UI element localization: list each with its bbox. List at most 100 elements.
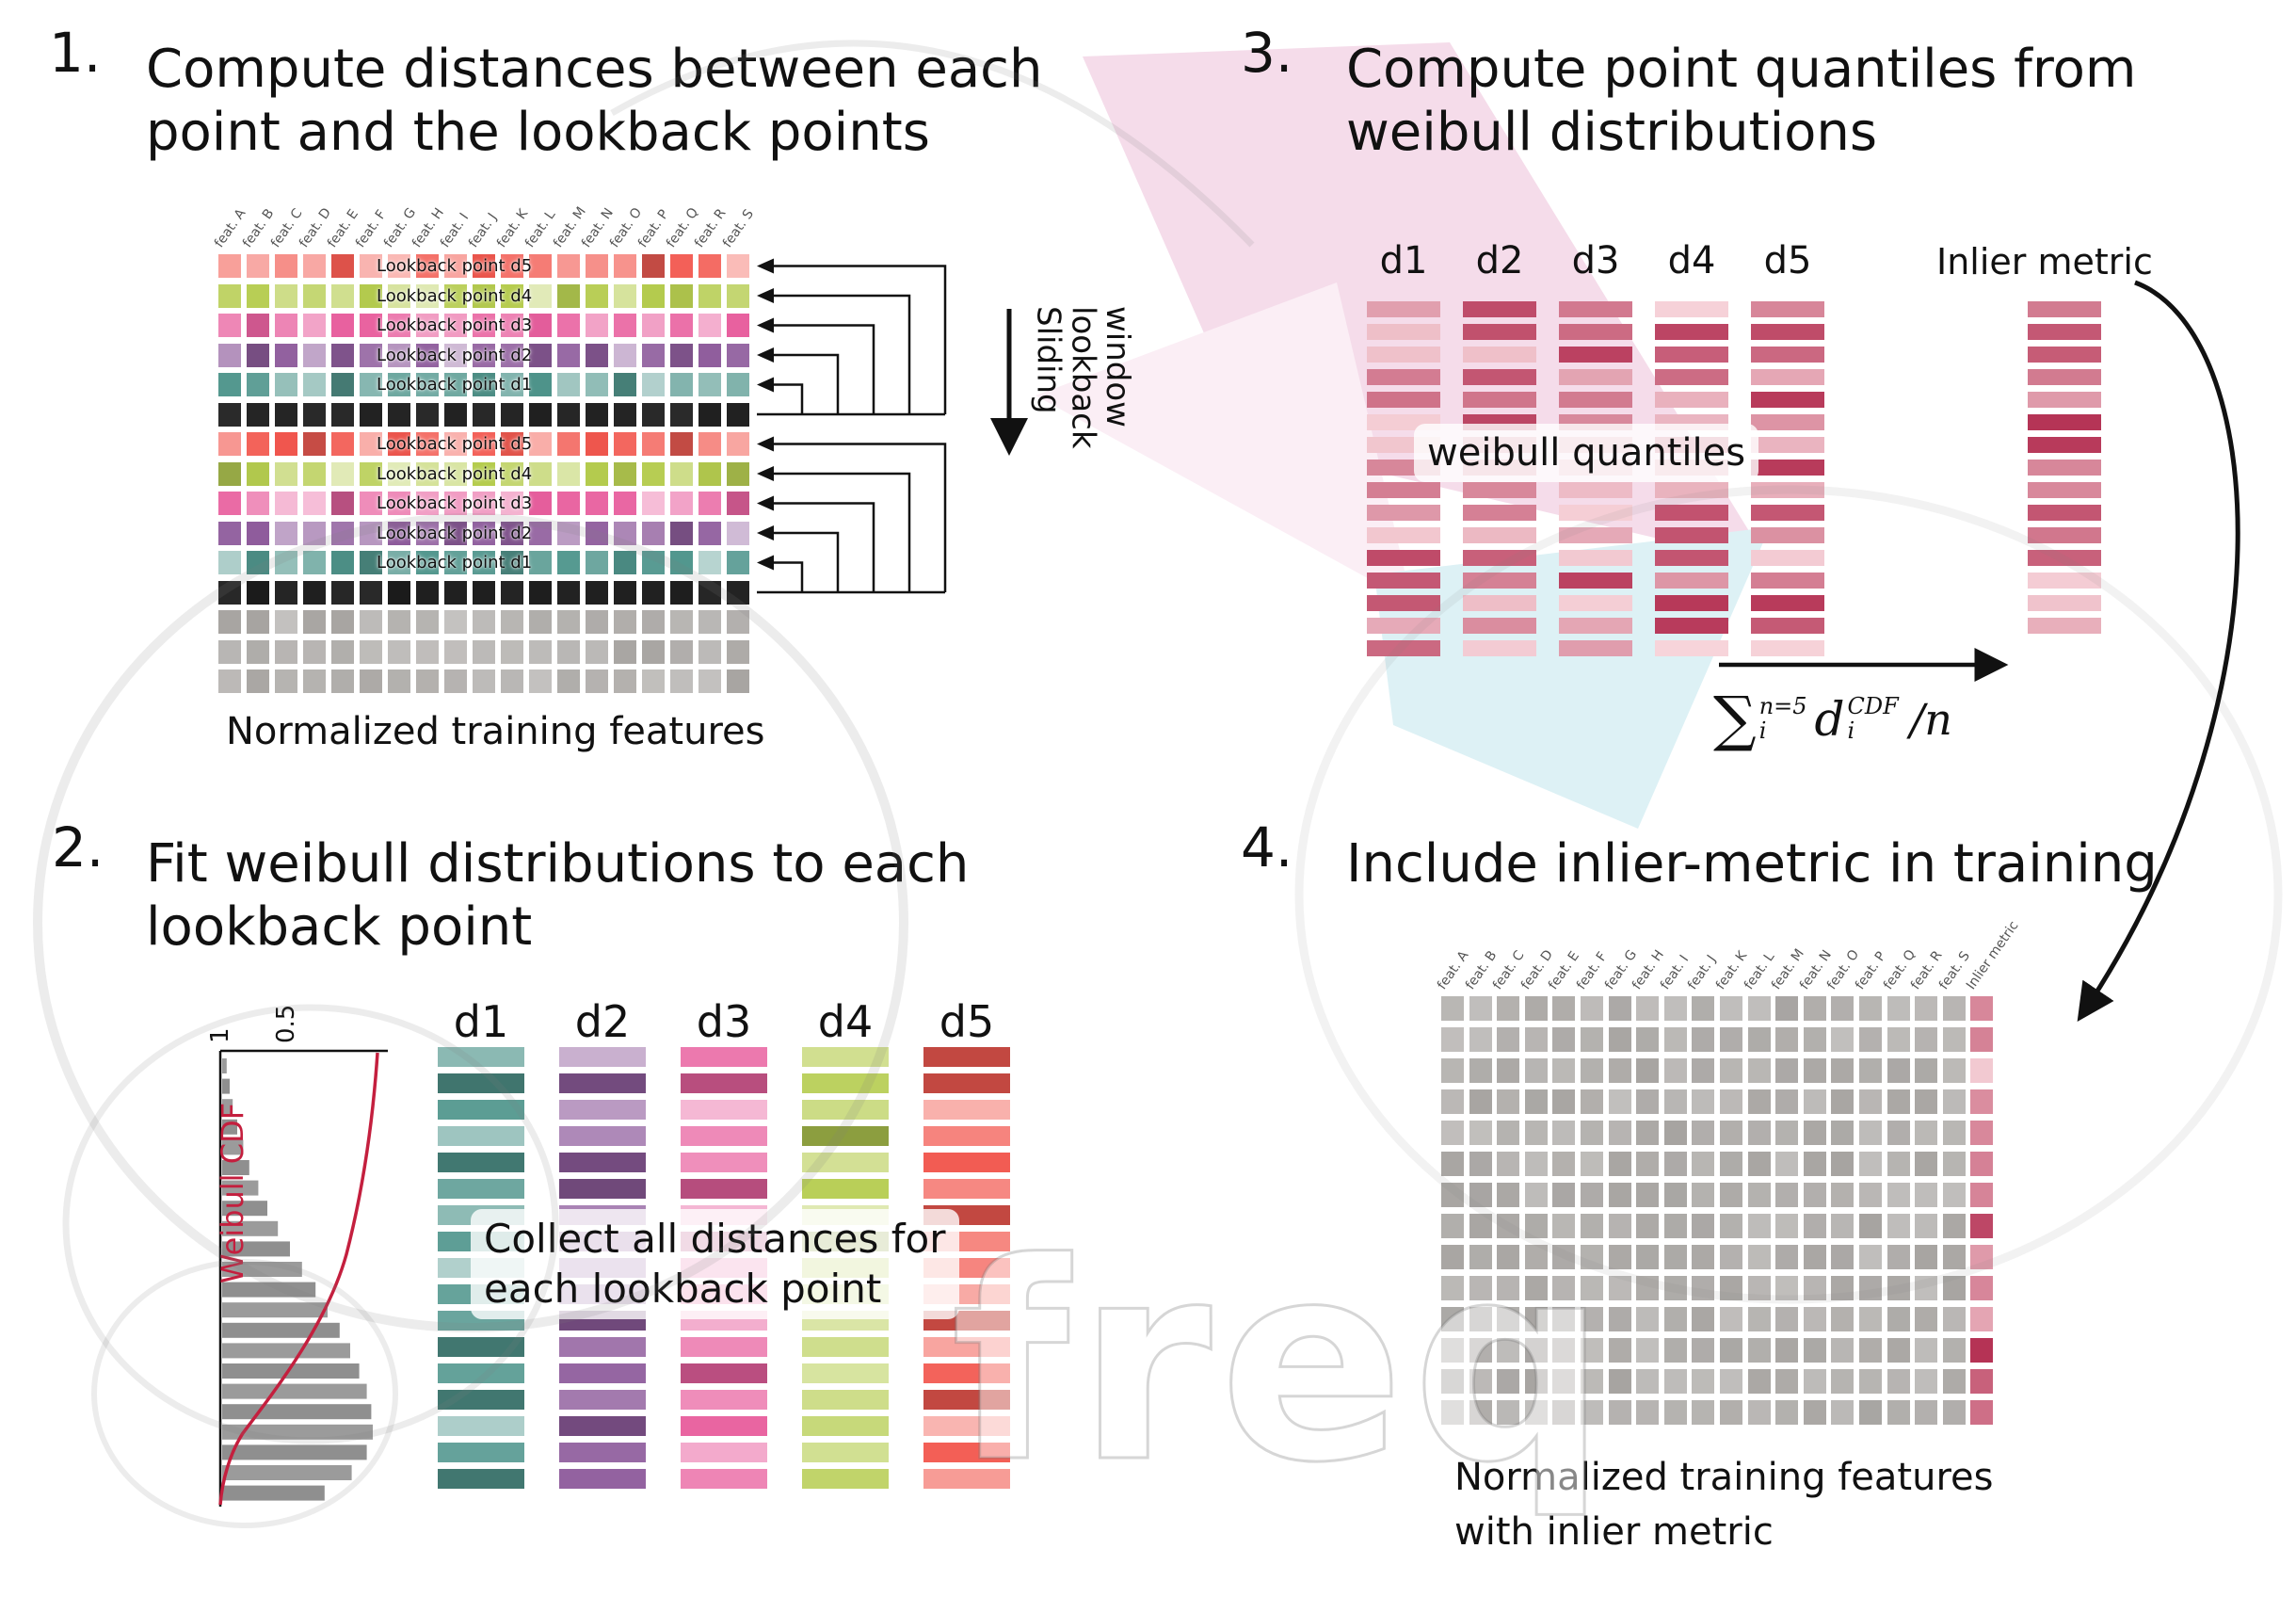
arrowhead-icon <box>757 377 774 393</box>
collect-distances-note: Collect all distances for each lookback … <box>471 1209 959 1319</box>
feature-cell <box>614 432 636 456</box>
feature-cell <box>614 254 636 278</box>
distance-bar <box>923 1469 1010 1489</box>
distance-bar <box>923 1337 1010 1357</box>
feature-cell <box>1469 996 1492 1021</box>
feature-cell <box>1663 1369 1687 1394</box>
inlier-metric-cell <box>1970 1089 1994 1114</box>
feature-cell <box>1887 1245 1910 1269</box>
feature-cell <box>331 373 354 396</box>
feature-cell <box>218 492 241 515</box>
feature-cell <box>1441 1183 1464 1207</box>
distance-bar <box>802 1363 889 1383</box>
feature-cell <box>727 580 749 605</box>
note-line: each lookback point <box>484 1265 882 1312</box>
arrowhead-icon <box>757 288 774 303</box>
feature-cell <box>416 610 439 634</box>
feature-cell <box>1775 1400 1799 1425</box>
feature-cell <box>642 373 665 396</box>
feature-cell <box>1581 1089 1603 1114</box>
feature-cell <box>388 669 410 693</box>
feature-cell <box>1581 1058 1603 1083</box>
feature-cell <box>473 432 495 456</box>
feature-cell <box>444 639 467 664</box>
distance-bar <box>559 1179 646 1199</box>
caption-line: with inlier metric <box>1454 1510 1774 1554</box>
feature-cell <box>501 580 523 605</box>
feature-cell <box>218 521 241 545</box>
feature-cell <box>1636 1027 1660 1052</box>
feature-cell <box>1775 1214 1799 1238</box>
feature-cell <box>444 254 467 278</box>
feature-cell <box>303 669 326 693</box>
feature-cell <box>1692 1338 1715 1363</box>
feature-cell <box>1663 1152 1687 1176</box>
feature-cell <box>586 432 608 456</box>
feature-cell <box>1581 1400 1603 1425</box>
inlier-metric-cell <box>1970 1183 1994 1207</box>
feature-cell <box>416 314 439 337</box>
feature-cell <box>360 669 382 693</box>
feature-cell <box>1720 1214 1742 1238</box>
distance-bar <box>559 1416 646 1436</box>
distance-bar <box>438 1047 524 1067</box>
inlier-metric-cell <box>1970 1369 1994 1394</box>
feature-cell <box>416 521 439 545</box>
feature-cell <box>727 551 749 574</box>
lookback-row-label: Lookback point d2 <box>377 523 533 543</box>
feature-cell <box>247 314 269 337</box>
feature-cell <box>247 402 269 427</box>
feature-cell <box>388 283 410 308</box>
distance-bar <box>559 1153 646 1172</box>
feature-cell <box>642 283 665 308</box>
distance-bar <box>923 1179 1010 1199</box>
feature-cell <box>1720 1369 1742 1394</box>
feature-cell <box>444 521 467 545</box>
feature-cell <box>614 402 636 427</box>
feature-cell <box>1775 1089 1799 1114</box>
inlier-metric-cell <box>1970 1276 1994 1300</box>
feature-cell <box>698 461 721 486</box>
feature-cell <box>1942 1183 1966 1207</box>
inlier-metric-cell <box>1970 996 1994 1021</box>
feature-cell <box>1803 1027 1826 1052</box>
feature-cell <box>247 432 269 456</box>
feature-cell <box>1692 1121 1715 1145</box>
feature-cell <box>586 580 608 605</box>
feature-cell <box>1803 996 1826 1021</box>
feature-cell <box>303 432 326 456</box>
inlier-metric-label: Inlier metric <box>1936 241 2153 282</box>
feature-cell <box>529 432 552 456</box>
feature-cell <box>1552 1152 1576 1176</box>
feature-cell <box>473 343 495 367</box>
feature-cell <box>614 669 636 693</box>
feature-cell <box>1887 996 1910 1021</box>
feature-cell <box>1803 1089 1826 1114</box>
feature-cell <box>1663 1121 1687 1145</box>
feature-cell <box>416 669 439 693</box>
feature-cell <box>1552 1276 1576 1300</box>
feature-cell <box>698 521 721 545</box>
feature-cell <box>1859 1089 1882 1114</box>
histogram-bar <box>222 1465 352 1480</box>
feature-cell <box>416 639 439 664</box>
feature-cell <box>1608 1369 1631 1394</box>
feature-cell <box>1636 1245 1660 1269</box>
feature-cell <box>1803 1369 1826 1394</box>
feature-cell <box>1692 1307 1715 1331</box>
feature-cell <box>1887 1276 1910 1300</box>
feature-cell <box>557 492 580 515</box>
inlier-metric-cell <box>1970 1121 1994 1145</box>
arrowhead-icon <box>757 555 774 571</box>
feature-cell <box>1552 1121 1576 1145</box>
feature-cell <box>388 492 410 515</box>
feature-cell <box>1441 1307 1464 1331</box>
feature-cell <box>1608 1245 1631 1269</box>
feature-cell <box>218 314 241 337</box>
feature-cell <box>1581 1245 1603 1269</box>
feature-cell <box>218 610 241 634</box>
feature-cell <box>1692 1276 1715 1300</box>
feature-cell <box>529 343 552 367</box>
feature-cell <box>1581 1027 1603 1052</box>
